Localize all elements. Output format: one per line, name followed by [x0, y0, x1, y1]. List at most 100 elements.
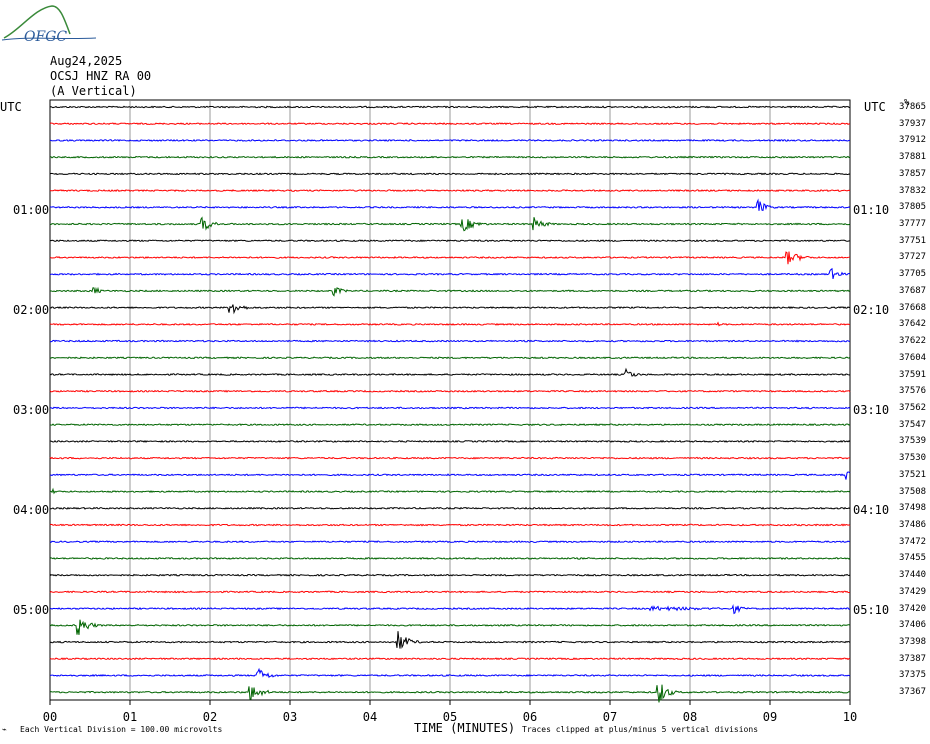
trace-count-label: 37622: [899, 336, 927, 347]
seismic-trace-red: [49, 321, 851, 327]
seismic-trace-black: [49, 239, 850, 243]
seismic-trace-green: [49, 557, 851, 560]
trace-count-label: 37398: [899, 637, 927, 648]
seismic-trace-green: [49, 216, 851, 232]
date-label: Aug24,2025: [50, 54, 123, 68]
trace-count-label: 37406: [899, 620, 927, 631]
trace-count-label: 37937: [899, 118, 927, 129]
right-time-label: 01:10: [853, 203, 890, 217]
trace-count-label: 37429: [899, 586, 927, 597]
trace-count-label: 37668: [899, 302, 927, 313]
left-time-label: 01:00: [13, 203, 50, 217]
trace-count-label: 37367: [899, 687, 927, 698]
seismic-trace-red: [49, 657, 851, 661]
trace-count-label: 37547: [899, 419, 927, 430]
trace-count-label: 37440: [899, 570, 927, 581]
right-utc-label: UTC: [864, 100, 886, 114]
left-time-label: 02:00: [13, 303, 50, 317]
seismic-trace-black: [49, 105, 851, 109]
trace-count-label: 37530: [899, 453, 927, 464]
station-label: OCSJ HNZ RA 00: [50, 69, 152, 83]
right-time-label: 02:10: [853, 303, 890, 317]
seismic-trace-green: [49, 286, 851, 297]
seismic-trace-black: [49, 172, 851, 176]
left-time-label: 04:00: [13, 503, 50, 517]
footer-scale-icon: ⌁: [2, 725, 7, 734]
trace-count-label: 37604: [899, 352, 927, 363]
seismic-trace-blue: [49, 667, 851, 679]
x-tick-label: 05: [442, 710, 458, 724]
seismic-trace-blue: [49, 540, 850, 544]
trace-count-label: 37642: [899, 319, 927, 330]
seismic-trace-black: [49, 573, 851, 577]
trace-count-label: 37521: [899, 469, 927, 480]
seismic-trace-green: [49, 356, 851, 360]
vertical-division-note: Each Vertical Division = 100.00 microvol…: [20, 725, 223, 734]
seismic-trace-red: [49, 523, 851, 527]
trace-count-label: 37539: [899, 436, 927, 447]
x-axis-label: TIME (MINUTES): [414, 721, 516, 735]
trace-count-label: 37576: [899, 386, 927, 397]
seismic-trace-black: [49, 439, 851, 443]
seismic-trace-red: [49, 189, 851, 193]
seismic-trace-black: [49, 506, 851, 510]
x-tick-label: 10: [842, 710, 858, 724]
trace-count-label: 37486: [899, 520, 927, 530]
seismic-trace-red: [49, 122, 851, 126]
seismic-trace-green: [49, 487, 851, 495]
right-time-label: 05:10: [853, 603, 890, 617]
ofgc-logo: OFGC: [1, 5, 97, 45]
trace-count-label: 37687: [899, 285, 927, 296]
seismic-trace-red: [49, 251, 851, 265]
trace-count-label: 37881: [899, 152, 927, 163]
x-tick-label: 04: [362, 710, 378, 724]
component-label: (A Vertical): [50, 84, 137, 98]
trace-count-label: 37591: [899, 369, 927, 380]
right-time-label: 04:10: [853, 503, 890, 517]
seismic-trace-blue: [49, 267, 851, 280]
left-time-label: 05:00: [13, 603, 50, 617]
trace-count-label: 37562: [899, 402, 927, 413]
seismic-trace-blue: [49, 406, 851, 410]
left-utc-label: UTC: [0, 100, 22, 114]
trace-count-label: 37508: [899, 486, 927, 497]
x-tick-label: 03: [282, 710, 298, 724]
seismic-trace-red: [49, 389, 851, 393]
seismic-trace-black: [49, 367, 851, 377]
scale-percent-label: %: [904, 98, 910, 108]
x-tick-label: 00: [42, 710, 58, 724]
trace-count-label: 37387: [899, 653, 927, 664]
trace-count-label: 37832: [899, 185, 927, 196]
seismic-trace-red: [49, 456, 851, 460]
x-tick-label: 01: [122, 710, 138, 724]
right-time-label: 03:10: [853, 403, 890, 417]
trace-count-label: 37912: [899, 135, 927, 146]
trace-count-label: 37865: [899, 102, 927, 112]
seismic-trace-red: [49, 590, 851, 594]
trace-count-label: 37857: [899, 168, 927, 179]
trace-count-label: 37420: [899, 603, 927, 614]
x-tick-label: 02: [202, 710, 218, 724]
x-tick-label: 09: [762, 710, 778, 724]
x-tick-label: 06: [522, 710, 538, 724]
seismic-trace-green: [49, 684, 851, 703]
trace-count-label: 37727: [899, 252, 927, 263]
trace-count-label: 37498: [899, 503, 927, 514]
seismic-trace-blue: [49, 198, 851, 211]
clipping-note: Traces clipped at plus/minus 5 vertical …: [522, 725, 759, 734]
logo-text: OFGC: [24, 29, 67, 45]
seismic-trace-green: [50, 155, 851, 159]
trace-count-label: 37455: [899, 553, 927, 564]
seismic-trace-blue: [49, 471, 851, 480]
trace-count-label: 37375: [899, 670, 927, 681]
seismic-trace-black: [49, 631, 851, 649]
seismic-trace-blue: [50, 339, 851, 343]
seismic-trace-black: [49, 304, 851, 315]
trace-count-label: 37751: [899, 235, 927, 246]
seismic-trace-blue: [49, 139, 850, 142]
seismic-trace-green: [49, 619, 851, 635]
trace-count-label: 37472: [899, 536, 927, 547]
seismic-trace-green: [49, 423, 851, 427]
x-tick-label: 08: [682, 710, 698, 724]
